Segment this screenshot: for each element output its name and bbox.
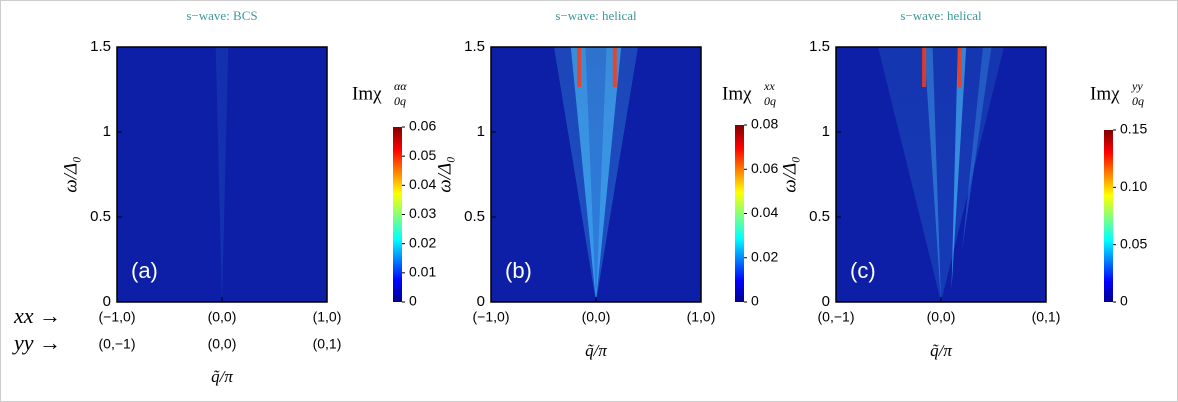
x-tick-label: (0,0): [582, 309, 611, 325]
y-tick-label: 0.5: [464, 208, 485, 225]
panel-title: s−wave: BCS: [186, 8, 257, 23]
y-tick-label: 0: [822, 293, 830, 310]
y-tick-label: 0: [477, 293, 485, 310]
colorbar: [1104, 130, 1113, 302]
heatmap-streak: [585, 47, 607, 302]
heatmap-peak: [612, 47, 617, 87]
colorbar: [393, 127, 402, 302]
y-tick-label: 1: [477, 123, 485, 140]
colorbar-label-sub: 0q: [764, 94, 776, 108]
x-tick-label-2: (0,1): [313, 336, 342, 352]
y-tick-label: 1: [822, 123, 830, 140]
colorbar-tick-label: 0.10: [1120, 178, 1147, 194]
x-tick-label: (0,1): [1032, 309, 1061, 325]
row-header: yy →: [12, 330, 61, 355]
heatmap-streak: [962, 47, 992, 251]
panel-label: (b): [505, 258, 532, 283]
colorbar-tick-label: 0: [1120, 293, 1128, 309]
y-tick-label: 1: [103, 123, 111, 140]
x-tick-label-2: (0,0): [208, 336, 237, 352]
colorbar-label-sup: yy: [1131, 79, 1143, 93]
x-tick-label: (−1,0): [473, 309, 510, 325]
colorbar-tick-label: 0.08: [751, 116, 778, 132]
colorbar: [735, 125, 744, 302]
colorbar-tick-label: 0.06: [409, 118, 436, 134]
colorbar-tick-label: 0.01: [409, 264, 436, 280]
y-tick-label: 0: [103, 293, 111, 310]
colorbar-label: Imχ: [1090, 83, 1120, 104]
x-axis-label: q̃/π: [585, 341, 607, 360]
row-header: xx →: [13, 303, 61, 328]
panel-title: s−wave: helical: [900, 8, 982, 23]
colorbar-tick-label: 0: [751, 293, 759, 309]
x-tick-label: (1,0): [687, 309, 716, 325]
x-axis-label: q̃/π: [211, 367, 233, 386]
heatmap-peak: [922, 47, 927, 87]
colorbar-tick-label: 0: [409, 293, 417, 309]
x-tick-label: (0,−1): [818, 309, 855, 325]
panel-title: s−wave: helical: [555, 8, 637, 23]
heatmap-streak: [570, 47, 596, 302]
colorbar-tick-label: 0.15: [1120, 121, 1147, 137]
y-axis-label: ω/Δ₀: [60, 156, 81, 192]
heatmap-streak: [878, 47, 1004, 302]
panel-label: (c): [850, 258, 876, 283]
colorbar-tick-label: 0.05: [409, 147, 436, 163]
colorbar-tick-label: 0.02: [751, 248, 778, 264]
x-axis-label: q̃/π: [930, 341, 952, 360]
colorbar-tick-label: 0.04: [751, 204, 778, 220]
heatmap-peak: [957, 47, 962, 87]
colorbar-tick-label: 0.06: [751, 160, 778, 176]
heatmap-streak: [924, 47, 941, 302]
colorbar-label-sub: 0q: [394, 94, 406, 108]
y-tick-label: 1.5: [809, 38, 830, 55]
x-tick-label-2: (0,−1): [99, 336, 136, 352]
y-tick-label: 0.5: [809, 208, 830, 225]
colorbar-tick-label: 0.02: [409, 234, 436, 250]
y-tick-label: 1.5: [464, 38, 485, 55]
heatmap-streak: [951, 47, 967, 290]
x-tick-label: (1,0): [313, 309, 342, 325]
colorbar-label: Imχ: [722, 83, 752, 104]
heatmap-streak: [596, 47, 622, 302]
colorbar-label-sup: xx: [763, 79, 775, 93]
colorbar-tick-label: 0.03: [409, 205, 436, 221]
heatmap-streak: [215, 47, 229, 302]
heatmap-peak: [577, 47, 582, 87]
x-tick-label: (0,0): [927, 309, 956, 325]
panel-label: (a): [131, 258, 158, 283]
y-tick-label: 0.5: [90, 208, 111, 225]
x-tick-label: (−1,0): [99, 309, 136, 325]
colorbar-label-sup: αα: [394, 79, 407, 93]
y-axis-label: ω/Δ₀: [434, 156, 455, 192]
colorbar-label: Imχ: [352, 83, 382, 104]
colorbar-label-sub: 0q: [1132, 94, 1144, 108]
y-tick-label: 1.5: [90, 38, 111, 55]
x-tick-label: (0,0): [208, 309, 237, 325]
colorbar-tick-label: 0.05: [1120, 235, 1147, 251]
colorbar-tick-label: 0.04: [409, 176, 436, 192]
y-axis-label: ω/Δ₀: [779, 156, 800, 192]
